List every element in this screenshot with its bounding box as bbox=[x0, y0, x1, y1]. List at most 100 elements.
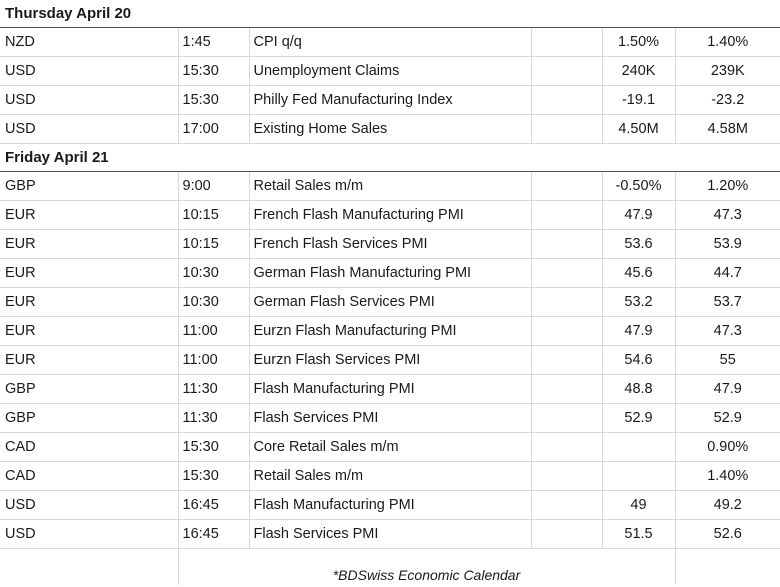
forecast-cell: 1.50% bbox=[601, 27, 676, 57]
actual-cell bbox=[530, 27, 603, 57]
time-cell: 17:00 bbox=[177, 114, 250, 144]
actual-cell bbox=[530, 171, 603, 201]
previous-cell: 1.20% bbox=[674, 171, 780, 201]
currency-cell: EUR bbox=[0, 316, 179, 346]
table-row: USD 17:00 Existing Home Sales 4.50M 4.58M bbox=[0, 114, 780, 144]
table-row: EUR 10:30 German Flash Services PMI 53.2 53.… bbox=[0, 287, 780, 317]
actual-cell bbox=[530, 432, 603, 462]
time-cell: 10:30 bbox=[177, 287, 250, 317]
actual-cell bbox=[530, 461, 603, 491]
event-cell: Eurzn Flash Manufacturing PMI bbox=[248, 316, 532, 346]
footer-row: *BDSwiss Economic Calendar bbox=[0, 548, 780, 585]
previous-cell: 47.9 bbox=[674, 374, 780, 404]
table-row: EUR 10:15 French Flash Services PMI 53.6 53.… bbox=[0, 229, 780, 259]
time-cell: 15:30 bbox=[177, 461, 250, 491]
footer-blank-cell bbox=[0, 548, 179, 585]
forecast-cell: 54.6 bbox=[601, 345, 676, 375]
forecast-cell: 47.9 bbox=[601, 200, 676, 230]
forecast-cell: 52.9 bbox=[601, 403, 676, 433]
forecast-cell bbox=[601, 461, 676, 491]
forecast-cell: -0.50% bbox=[601, 171, 676, 201]
previous-cell: 55 bbox=[674, 345, 780, 375]
previous-cell: 239K bbox=[674, 56, 780, 86]
day-header-row: Friday April 21 bbox=[0, 143, 780, 172]
forecast-cell: -19.1 bbox=[601, 85, 676, 115]
table-row: NZD 1:45 CPI q/q 1.50% 1.40% bbox=[0, 27, 780, 57]
currency-cell: EUR bbox=[0, 287, 179, 317]
previous-cell: 49.2 bbox=[674, 490, 780, 520]
table-row: EUR 11:00 Eurzn Flash Manufacturing PMI 47.… bbox=[0, 316, 780, 346]
currency-cell: EUR bbox=[0, 345, 179, 375]
currency-cell: GBP bbox=[0, 374, 179, 404]
actual-cell bbox=[530, 316, 603, 346]
forecast-cell: 45.6 bbox=[601, 258, 676, 288]
time-cell: 15:30 bbox=[177, 85, 250, 115]
forecast-cell: 4.50M bbox=[601, 114, 676, 144]
forecast-cell: 53.6 bbox=[601, 229, 676, 259]
forecast-cell: 49 bbox=[601, 490, 676, 520]
event-cell: Flash Manufacturing PMI bbox=[248, 490, 532, 520]
event-cell: German Flash Services PMI bbox=[248, 287, 532, 317]
actual-cell bbox=[530, 258, 603, 288]
footer-blank-cell bbox=[674, 548, 780, 585]
table-row: EUR 10:30 German Flash Manufacturing PMI 45… bbox=[0, 258, 780, 288]
actual-cell bbox=[530, 200, 603, 230]
table-row: USD 15:30 Unemployment Claims 240K 239K bbox=[0, 56, 780, 86]
event-cell: Eurzn Flash Services PMI bbox=[248, 345, 532, 375]
event-cell: German Flash Manufacturing PMI bbox=[248, 258, 532, 288]
previous-cell: 1.40% bbox=[674, 27, 780, 57]
forecast-cell: 240K bbox=[601, 56, 676, 86]
event-cell: Philly Fed Manufacturing Index bbox=[248, 85, 532, 115]
table-row: GBP 9:00 Retail Sales m/m -0.50% 1.20% bbox=[0, 171, 780, 201]
currency-cell: USD bbox=[0, 490, 179, 520]
actual-cell bbox=[530, 345, 603, 375]
time-cell: 16:45 bbox=[177, 490, 250, 520]
event-cell: Retail Sales m/m bbox=[248, 461, 532, 491]
event-cell: Unemployment Claims bbox=[248, 56, 532, 86]
time-cell: 11:00 bbox=[177, 345, 250, 375]
forecast-cell: 53.2 bbox=[601, 287, 676, 317]
time-cell: 15:30 bbox=[177, 56, 250, 86]
actual-cell bbox=[530, 403, 603, 433]
time-cell: 11:30 bbox=[177, 403, 250, 433]
table-row: GBP 11:30 Flash Manufacturing PMI 48.8 47.9 bbox=[0, 374, 780, 404]
time-cell: 10:30 bbox=[177, 258, 250, 288]
previous-cell: 53.9 bbox=[674, 229, 780, 259]
table-row: CAD 15:30 Retail Sales m/m 1.40% bbox=[0, 461, 780, 491]
actual-cell bbox=[530, 85, 603, 115]
time-cell: 16:45 bbox=[177, 519, 250, 549]
table-row: USD 15:30 Philly Fed Manufacturing Index -1… bbox=[0, 85, 780, 115]
currency-cell: CAD bbox=[0, 432, 179, 462]
actual-cell bbox=[530, 229, 603, 259]
source-note: *BDSwiss Economic Calendar bbox=[332, 567, 521, 583]
time-cell: 9:00 bbox=[177, 171, 250, 201]
actual-cell bbox=[530, 374, 603, 404]
event-cell: Flash Manufacturing PMI bbox=[248, 374, 532, 404]
currency-cell: GBP bbox=[0, 171, 179, 201]
currency-cell: USD bbox=[0, 519, 179, 549]
previous-cell: 47.3 bbox=[674, 316, 780, 346]
actual-cell bbox=[530, 56, 603, 86]
forecast-cell: 47.9 bbox=[601, 316, 676, 346]
actual-cell bbox=[530, 519, 603, 549]
event-cell: French Flash Services PMI bbox=[248, 229, 532, 259]
footer-note-cell: *BDSwiss Economic Calendar bbox=[177, 548, 676, 585]
event-cell: Flash Services PMI bbox=[248, 403, 532, 433]
currency-cell: CAD bbox=[0, 461, 179, 491]
currency-cell: USD bbox=[0, 114, 179, 144]
event-cell: Existing Home Sales bbox=[248, 114, 532, 144]
previous-cell: 0.90% bbox=[674, 432, 780, 462]
event-cell: Flash Services PMI bbox=[248, 519, 532, 549]
currency-cell: GBP bbox=[0, 403, 179, 433]
currency-cell: NZD bbox=[0, 27, 179, 57]
time-cell: 10:15 bbox=[177, 229, 250, 259]
table-row: USD 16:45 Flash Services PMI 51.5 52.6 bbox=[0, 519, 780, 549]
time-cell: 10:15 bbox=[177, 200, 250, 230]
previous-cell: 53.7 bbox=[674, 287, 780, 317]
event-cell: Core Retail Sales m/m bbox=[248, 432, 532, 462]
previous-cell: 1.40% bbox=[674, 461, 780, 491]
currency-cell: EUR bbox=[0, 258, 179, 288]
previous-cell: 52.9 bbox=[674, 403, 780, 433]
